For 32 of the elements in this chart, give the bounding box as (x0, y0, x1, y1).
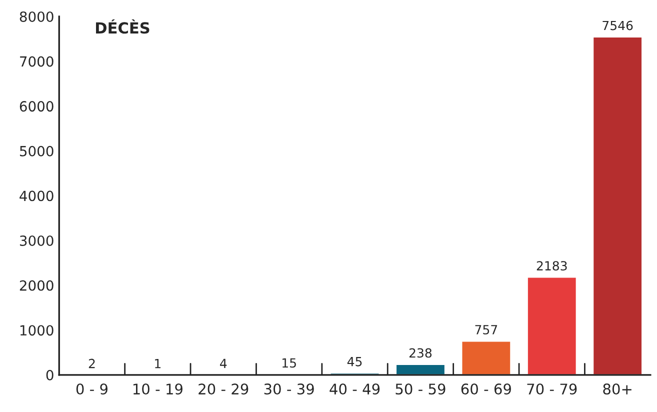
y-tick-label: 2000 (20, 280, 54, 291)
y-tick-label: 7000 (20, 56, 54, 67)
data-label: 757 (475, 325, 498, 334)
y-tick-label: 0 (46, 370, 54, 380)
y-tick-label: 6000 (20, 101, 54, 112)
x-tick-label: 10 - 19 (133, 384, 182, 395)
data-label: 2183 (536, 261, 567, 271)
x-tick-label: 20 - 29 (198, 384, 248, 395)
bar (395, 364, 446, 375)
x-tick-label: 70 - 79 (527, 384, 577, 395)
data-label: 238 (409, 348, 432, 358)
data-label: 15 (282, 358, 296, 368)
data-label: 2 (88, 358, 95, 368)
x-tick-label: 0 - 9 (76, 384, 108, 395)
data-label: 45 (347, 357, 362, 366)
bar (592, 36, 643, 375)
x-tick-label: 60 - 69 (461, 384, 511, 395)
y-tick-label: 8000 (20, 11, 54, 22)
x-tick-label: 80+ (603, 384, 632, 395)
x-tick-label: 40 - 49 (330, 384, 380, 395)
x-tick-label: 50 - 59 (396, 384, 446, 395)
x-tick-label: 30 - 39 (264, 384, 314, 395)
y-tick-label: 5000 (20, 146, 54, 156)
chart-title: DÉCÈS (96, 19, 150, 34)
bar (526, 276, 578, 375)
data-label: 4 (220, 358, 227, 368)
data-label: 7546 (602, 20, 633, 30)
y-tick-label: 3000 (20, 235, 54, 246)
y-tick-label: 1000 (20, 325, 54, 336)
data-label: 1 (155, 358, 160, 368)
y-tick-label: 4000 (20, 190, 54, 202)
bar (460, 340, 512, 375)
